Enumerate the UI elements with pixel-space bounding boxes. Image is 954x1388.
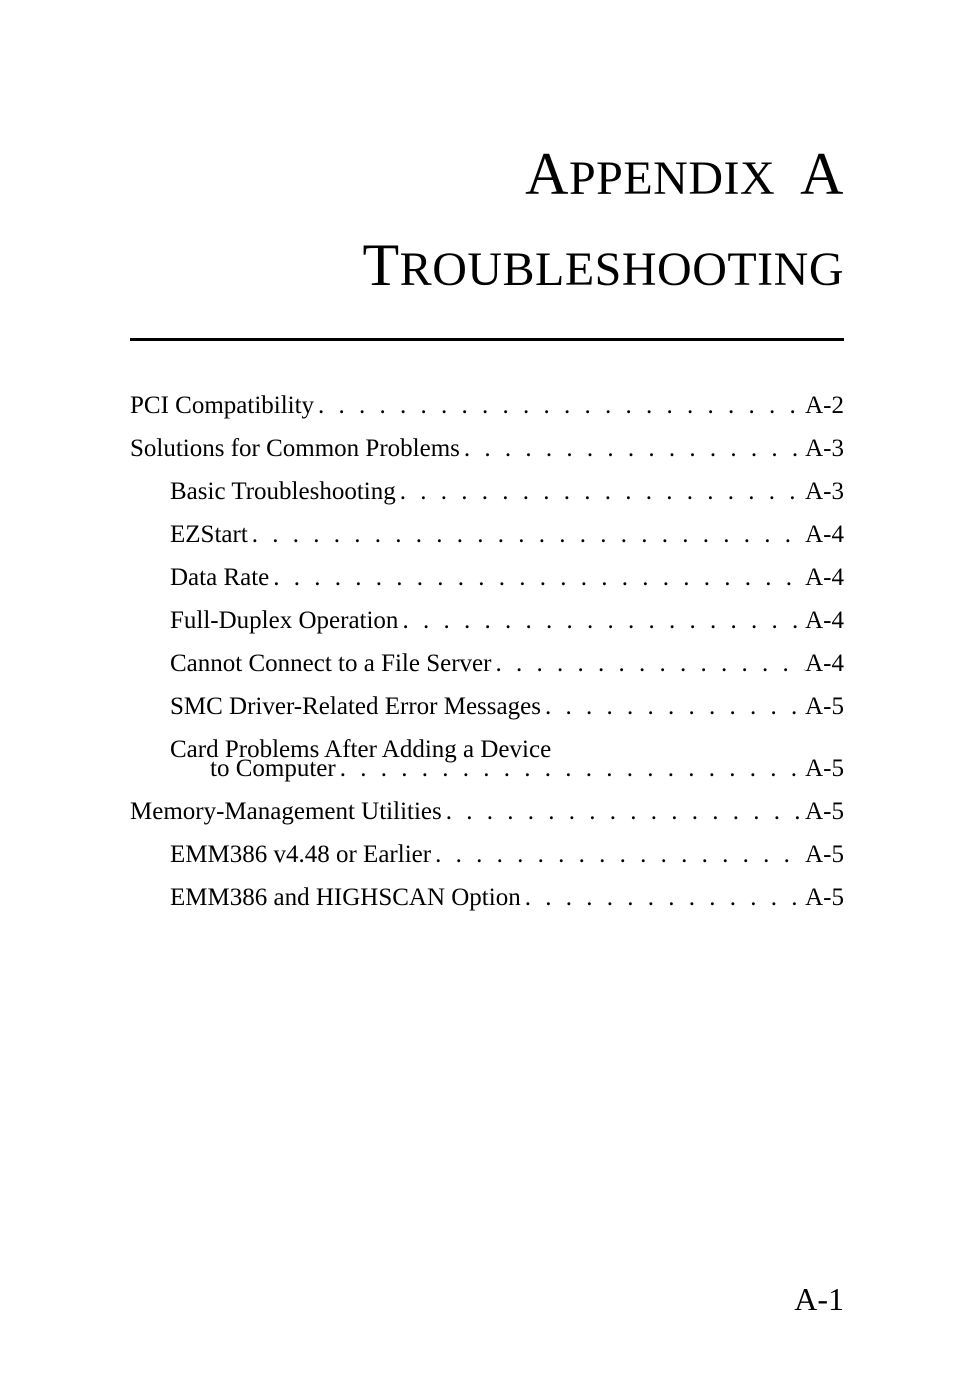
- toc-entry: Solutions for Common Problems. . . . . .…: [130, 436, 844, 461]
- toc-label: Data Rate: [170, 565, 269, 590]
- toc-entry: EMM386 and HIGHSCAN Option. . . . . . . …: [170, 885, 844, 910]
- toc-page: A-4: [805, 522, 844, 547]
- toc-entry-continuation: to Computer. . . . . . . . . . . . . . .…: [210, 756, 844, 781]
- toc-dot-leader: . . . . . . . . . . . . . . . . . . . . …: [491, 651, 805, 676]
- toc-page: A-5: [805, 885, 844, 910]
- appendix-letter: A: [800, 141, 844, 207]
- toc-entry: SMC Driver-Related Error Messages. . . .…: [170, 694, 844, 719]
- toc-dot-leader: . . . . . . . . . . . . . . . . . . . . …: [248, 522, 805, 547]
- toc-page: A-3: [805, 436, 844, 461]
- toc-entry: Data Rate. . . . . . . . . . . . . . . .…: [170, 565, 844, 590]
- toc-dot-leader: . . . . . . . . . . . . . . . . . . . . …: [541, 694, 805, 719]
- appendix-rest: PPENDIX: [569, 152, 775, 205]
- toc-entry: PCI Compatibility. . . . . . . . . . . .…: [130, 393, 844, 418]
- toc-entry: Cannot Connect to a File Server. . . . .…: [170, 651, 844, 676]
- page-number: A-1: [794, 1281, 844, 1318]
- toc-page: A-2: [805, 393, 844, 418]
- toc-page: A-5: [805, 842, 844, 867]
- title-divider: [130, 338, 844, 341]
- toc-dot-leader: . . . . . . . . . . . . . . . . . . . . …: [269, 565, 805, 590]
- toc-page: A-4: [805, 608, 844, 633]
- table-of-contents: PCI Compatibility. . . . . . . . . . . .…: [130, 393, 844, 910]
- toc-label: EZStart: [170, 522, 248, 547]
- toc-label: Solutions for Common Problems: [130, 436, 460, 461]
- title-cap: T: [363, 232, 400, 298]
- toc-entry: Full-Duplex Operation. . . . . . . . . .…: [170, 608, 844, 633]
- toc-dot-leader: . . . . . . . . . . . . . . . . . . . . …: [521, 885, 805, 910]
- toc-page: A-5: [805, 799, 844, 824]
- toc-entry: EZStart. . . . . . . . . . . . . . . . .…: [170, 522, 844, 547]
- title-rest: ROUBLESHOOTING: [400, 243, 844, 296]
- title-block: APPENDIX A TROUBLESHOOTING: [130, 140, 844, 300]
- toc-page: A-5: [805, 756, 844, 781]
- toc-dot-leader: . . . . . . . . . . . . . . . . . . . . …: [314, 393, 805, 418]
- toc-entry: Basic Troubleshooting. . . . . . . . . .…: [170, 479, 844, 504]
- toc-label: Cannot Connect to a File Server: [170, 651, 491, 676]
- toc-dot-leader: . . . . . . . . . . . . . . . . . . . . …: [431, 842, 805, 867]
- toc-label: PCI Compatibility: [130, 393, 314, 418]
- toc-label: EMM386 v4.48 or Earlier: [170, 842, 431, 867]
- appendix-title: TROUBLESHOOTING: [130, 231, 844, 300]
- toc-entry: EMM386 v4.48 or Earlier. . . . . . . . .…: [170, 842, 844, 867]
- toc-dot-leader: . . . . . . . . . . . . . . . . . . . . …: [336, 756, 805, 781]
- toc-page: A-4: [805, 565, 844, 590]
- appendix-cap-a: A: [525, 141, 569, 207]
- toc-continuation-label: to Computer: [210, 756, 336, 781]
- toc-page: A-5: [805, 694, 844, 719]
- toc-dot-leader: . . . . . . . . . . . . . . . . . . . . …: [460, 436, 805, 461]
- toc-entry: Memory-Management Utilities. . . . . . .…: [130, 799, 844, 824]
- toc-label: Full-Duplex Operation: [170, 608, 398, 633]
- appendix-label: APPENDIX A: [130, 140, 844, 209]
- toc-dot-leader: . . . . . . . . . . . . . . . . . . . . …: [442, 799, 805, 824]
- toc-label: Basic Troubleshooting: [170, 479, 396, 504]
- toc-dot-leader: . . . . . . . . . . . . . . . . . . . . …: [398, 608, 805, 633]
- toc-page: A-3: [805, 479, 844, 504]
- toc-dot-leader: . . . . . . . . . . . . . . . . . . . . …: [396, 479, 805, 504]
- toc-label: EMM386 and HIGHSCAN Option: [170, 885, 521, 910]
- toc-page: A-4: [805, 651, 844, 676]
- toc-label: Memory-Management Utilities: [130, 799, 442, 824]
- toc-label: SMC Driver-Related Error Messages: [170, 694, 541, 719]
